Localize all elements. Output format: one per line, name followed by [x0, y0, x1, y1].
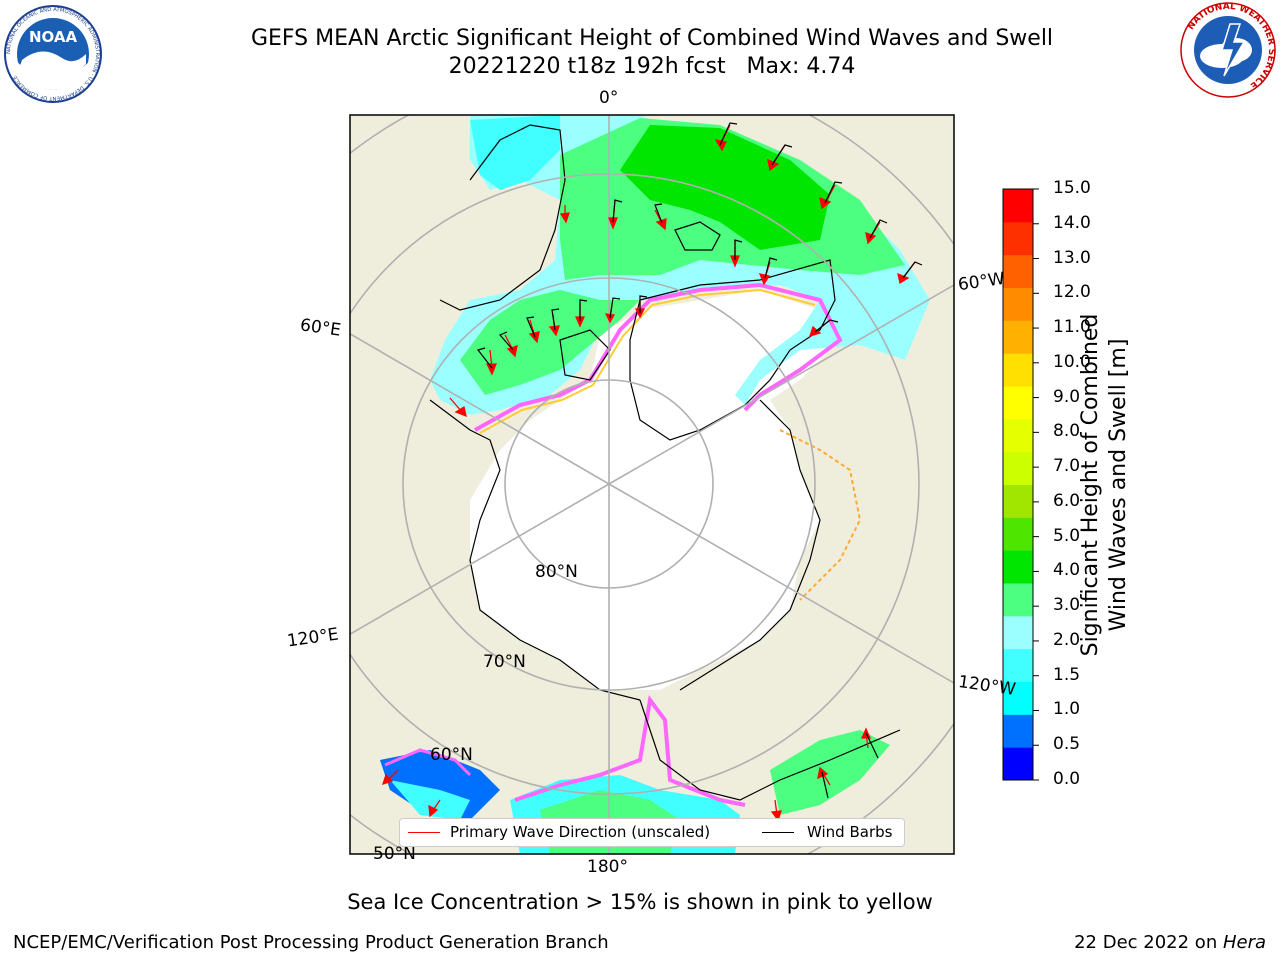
lat-label-50n: 50°N [373, 844, 416, 864]
colorbar-segment [1003, 550, 1033, 584]
colorbar-tick-label: 6.0 [1053, 490, 1081, 511]
okhotsk-wave-field-inner [390, 780, 470, 820]
colorbar-segment [1003, 681, 1033, 715]
coastline-greenland [629, 259, 836, 441]
colorbar-tick-label: 0.0 [1053, 769, 1081, 789]
colorbar-segment [1003, 484, 1033, 518]
chart-title: GEFS MEAN Arctic Significant Height of C… [250, 26, 1054, 51]
coastline-svalbard [559, 329, 611, 381]
colorbar-segment [1003, 714, 1033, 748]
colorbar-tick-label: 3.0 [1053, 595, 1081, 616]
footer-date-text: 22 Dec 2022 on [1074, 932, 1223, 953]
colorbar-segment [1003, 254, 1033, 288]
footer-credit: NCEP/EMC/Verification Post Processing Pr… [13, 932, 609, 953]
chart-subtitle: 20221220 t18z 192h fcst Max: 4.74 [448, 54, 856, 79]
lon-label-180: 180° [587, 857, 628, 877]
lat-label-80n: 80°N [535, 562, 578, 582]
legend-wave-direction-label: Primary Wave Direction (unscaled) [450, 823, 711, 841]
noaa-logo-text: NOAA [29, 28, 78, 46]
colorbar-tick-label: 0.5 [1053, 734, 1081, 755]
legend-wind-barbs-label: Wind Barbs [807, 823, 893, 841]
colorbar-tick-label: 9.0 [1053, 386, 1081, 407]
coastline-alaska [639, 699, 901, 801]
coastline-russia [429, 399, 641, 701]
legend-wave-direction-swatch [408, 832, 440, 833]
lon-label-0: 0° [599, 88, 619, 108]
colorbar-tick-label: 4.0 [1053, 560, 1081, 581]
graticule [350, 115, 954, 854]
colorbar-tick-label: 1.0 [1053, 699, 1081, 720]
colorbar-frame [1002, 188, 1034, 781]
ice-edge-atlantic [474, 282, 843, 432]
ice-edge-atlantic-yellow [479, 288, 816, 434]
colorbar-tick-label: 10.0 [1053, 351, 1091, 372]
colorbar-segment [1003, 287, 1033, 321]
ice-edge-pacific [514, 695, 746, 807]
colorbar-tick-label: 13.0 [1053, 247, 1091, 268]
colorbar-segment [1003, 648, 1033, 682]
footer-date: 22 Dec 2022 on Hera [1074, 932, 1266, 953]
sea-ice-caption: Sea Ice Concentration > 15% is shown in … [347, 890, 933, 914]
colorbar-segment [1003, 320, 1033, 354]
gulf-alaska-wave-field [770, 730, 890, 815]
colorbar [1002, 188, 1039, 781]
colorbar-segment [1003, 353, 1033, 387]
colorbar-tick-label: 8.0 [1053, 421, 1081, 442]
noaa-logo: NOAA NATIONAL OCEANIC AND ATMOSPHERIC AD… [4, 5, 102, 103]
legend-wind-barbs-swatch [762, 832, 794, 833]
coastline-scandinavia [439, 124, 566, 311]
coastline-iceland [674, 221, 721, 251]
colorbar-segment [1003, 517, 1033, 551]
colorbar-tick-label: 5.0 [1053, 525, 1081, 546]
colorbar-tick-label: 15.0 [1053, 178, 1091, 198]
ice-edge-okhotsk [384, 748, 472, 777]
map-frame [349, 114, 955, 855]
barents-wave-field [460, 290, 640, 395]
footer-machine: Hera [1222, 932, 1266, 953]
colorbar-segment [1003, 747, 1033, 781]
colorbar-tick-label: 1.5 [1053, 664, 1081, 685]
colorbar-segment [1003, 221, 1033, 256]
lat-label-70n: 70°N [483, 652, 526, 672]
colorbar-segment [1003, 615, 1033, 650]
coastline-canada [679, 399, 821, 691]
colorbar-segment [1003, 189, 1033, 223]
nws-logo: NATIONAL WEATHER SERVICE [1180, 2, 1276, 98]
colorbar-tick-label: 7.0 [1053, 456, 1081, 477]
colorbar-segment [1003, 451, 1033, 485]
lat-label-60n: 60°N [430, 745, 473, 765]
colorbar-tick-label: 2.0 [1053, 629, 1081, 650]
colorbar-segment [1003, 418, 1033, 453]
norwegian-coast-wave-field [470, 115, 560, 190]
ice-edge-hudson [779, 429, 862, 601]
colorbar-tick-label: 14.0 [1053, 212, 1091, 233]
wind-barbs [476, 122, 923, 799]
colorbar-tick-label: 11.0 [1053, 317, 1091, 338]
colorbar-title-line2: Wind Waves and Swell [m] [1106, 338, 1131, 632]
map-legend: Primary Wave Direction (unscaled) Wind B… [399, 818, 905, 847]
colorbar-segment [1003, 583, 1033, 617]
colorbar-segment [1003, 386, 1033, 420]
colorbar-tick-label: 12.0 [1053, 282, 1091, 303]
